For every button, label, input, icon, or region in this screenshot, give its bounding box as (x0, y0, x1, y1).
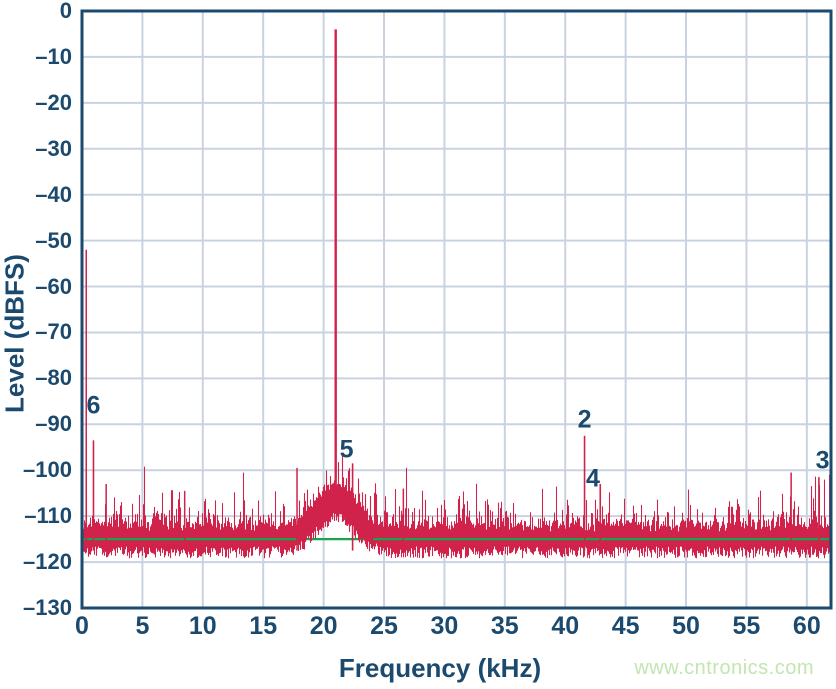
y-tick-label: –70 (35, 319, 72, 345)
x-tick-label: 15 (249, 612, 278, 640)
y-tick-label: –10 (35, 43, 72, 69)
y-tick-label: –30 (35, 135, 72, 161)
watermark: www.cntronics.com (634, 657, 814, 679)
x-tick-label: 0 (75, 612, 89, 640)
plot-frame (80, 9, 833, 610)
y-tick-label: –80 (35, 365, 72, 391)
x-tick-label: 45 (611, 612, 640, 640)
harmonic-label-3: 3 (815, 446, 830, 475)
y-tick-label: –90 (35, 411, 72, 437)
y-tick-label: –50 (35, 227, 72, 253)
x-tick-label: 40 (551, 612, 580, 640)
x-tick-label: 5 (135, 612, 150, 640)
y-tick-label: –110 (24, 503, 72, 529)
x-axis-title: Frequency (kHz) (338, 653, 542, 683)
harmonic-label-4: 4 (586, 464, 600, 493)
harmonic-label-5: 5 (339, 435, 354, 464)
x-tick-label: 35 (490, 612, 519, 640)
x-tick-label: 25 (370, 612, 398, 640)
y-tick-label: –60 (35, 273, 72, 299)
x-tick-label: 10 (188, 612, 217, 640)
y-tick-label: –130 (23, 595, 72, 620)
x-tick-label: 20 (309, 612, 338, 640)
y-tick-label: –40 (35, 181, 72, 207)
y-tick-label: 0 (59, 0, 72, 23)
x-tick-label: 30 (430, 612, 459, 640)
x-tick-label: 50 (672, 612, 700, 640)
noise-floor-trace (81, 452, 832, 559)
y-tick-label: –20 (35, 89, 72, 115)
y-tick-label: –100 (23, 457, 72, 483)
noise-hump-trace (297, 452, 374, 552)
y-tick-label: –120 (23, 549, 72, 575)
x-tick-label: 55 (732, 612, 761, 640)
harmonic-label-2: 2 (577, 405, 592, 434)
x-tick-label: 60 (792, 612, 821, 640)
harmonic-label-6: 6 (86, 391, 101, 420)
